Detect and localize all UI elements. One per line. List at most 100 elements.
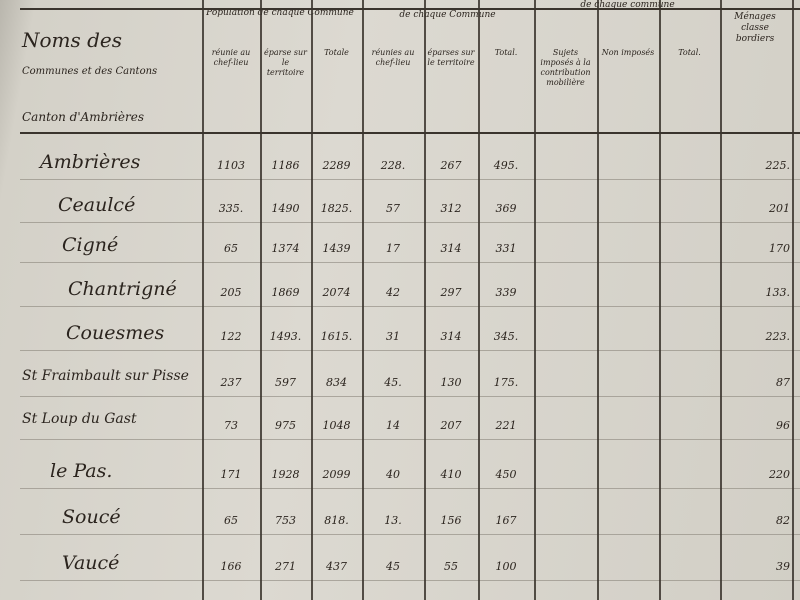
commune-name: Cigné [62,234,119,256]
population-group-header: Population de chaque Commune [206,8,354,18]
commune-name: Chantrigné [68,278,177,300]
commune-name: Ceaulcé [58,194,136,216]
table-cell: 45 [386,560,400,573]
table-cell: 1869 [271,286,300,299]
table-cell: 495. [493,159,519,172]
table-cell: 267 [440,159,462,172]
table-cell: 834 [326,376,347,389]
table-cell: 753 [275,514,296,527]
ruled-line [20,396,800,397]
column-divider [202,0,204,600]
table-cell: 339 [495,286,517,299]
column-divider [534,0,536,600]
column-divider [478,0,480,600]
column-header: éparses sur le territoire [427,48,475,67]
column-header: réunie au chef-lieu [211,48,251,67]
column-header: Total. [494,48,518,57]
column-divider [659,0,661,600]
table-cell: 223. [765,330,791,343]
column-divider [424,0,426,600]
table-cell: 42 [386,286,400,299]
table-cell: 225. [765,159,791,172]
table-cell: 437 [326,560,347,573]
table-cell: 65 [224,242,238,255]
commune-name: Soucé [62,506,121,528]
last-column-header: Ménages classe bordiers [734,12,776,44]
table-cell: 55 [444,560,458,573]
table-cell: 100 [495,560,517,573]
table-cell: 314 [440,242,462,255]
table-cell: 45. [384,376,402,389]
ruled-line [20,488,800,489]
table-cell: 65 [224,514,238,527]
column-divider [260,0,262,600]
ruled-line [20,534,800,535]
ruled-line [20,179,800,180]
ruled-line [20,306,800,307]
table-cell: 171 [220,468,242,481]
table-cell: 130 [440,376,462,389]
table-cell: 14 [386,419,400,432]
table-cell: 122 [220,330,242,343]
table-cell: 39 [776,560,790,573]
table-cell: 166 [220,560,242,573]
table-cell: 31 [386,330,400,343]
table-cell: 96 [776,419,790,432]
table-cell: 410 [440,468,462,481]
table-cell: 345. [493,330,519,343]
maisons-group-header: de chaque Commune [399,10,496,20]
commune-name: St Loup du Gast [22,411,137,427]
header-rule [20,132,800,134]
table-cell: 335. [218,202,244,215]
table-cell: 17 [386,242,400,255]
commune-name: Vaucé [62,552,120,574]
commune-name: Couesmes [66,322,165,344]
table-cell: 156 [440,514,462,527]
table-cell: 237 [220,376,242,389]
table-cell: 207 [440,419,462,432]
table-cell: 1103 [217,159,245,172]
table-cell: 271 [275,560,296,573]
table-cell: 818. [324,514,349,527]
column-header: réunies au chef-lieu [371,48,415,67]
column-header: Non imposés [601,48,655,57]
table-cell: 13. [384,514,402,527]
table-cell: 2099 [322,468,351,481]
names-subtitle: Communes et des Cantons [22,66,158,77]
table-cell: 597 [275,376,296,389]
table-cell: 170 [769,242,790,255]
table-cell: 205 [220,286,242,299]
table-cell: 175. [493,376,519,389]
ruled-line [20,222,800,223]
ruled-line [20,580,800,581]
table-cell: 1493. [269,330,302,343]
table-cell: 314 [440,330,462,343]
column-header: éparse sur le territoire [264,48,307,77]
table-cell: 312 [440,202,462,215]
table-cell: 73 [224,419,238,432]
table-cell: 228. [380,159,406,172]
table-cell: 1928 [271,468,300,481]
commune-name: St Fraimbault sur Pisse [22,368,189,384]
table-cell: 1490 [271,202,300,215]
table-cell: 1048 [322,419,351,432]
table-cell: 297 [440,286,462,299]
column-divider [597,0,599,600]
table-cell: 1615. [320,330,353,343]
column-divider [311,0,313,600]
table-cell: 133. [765,286,791,299]
table-cell: 220 [769,468,790,481]
table-cell: 221 [495,419,517,432]
table-cell: 1186 [271,159,300,172]
names-title: Noms des [22,28,123,52]
table-cell: 975 [275,419,296,432]
table-cell: 40 [386,468,400,481]
table-cell: 331 [495,242,517,255]
header-rule [20,8,800,10]
table-cell: 167 [495,514,517,527]
table-cell: 369 [495,202,517,215]
ruled-line [20,262,800,263]
table-cell: 201 [769,202,790,215]
table-cell: 82 [776,514,790,527]
